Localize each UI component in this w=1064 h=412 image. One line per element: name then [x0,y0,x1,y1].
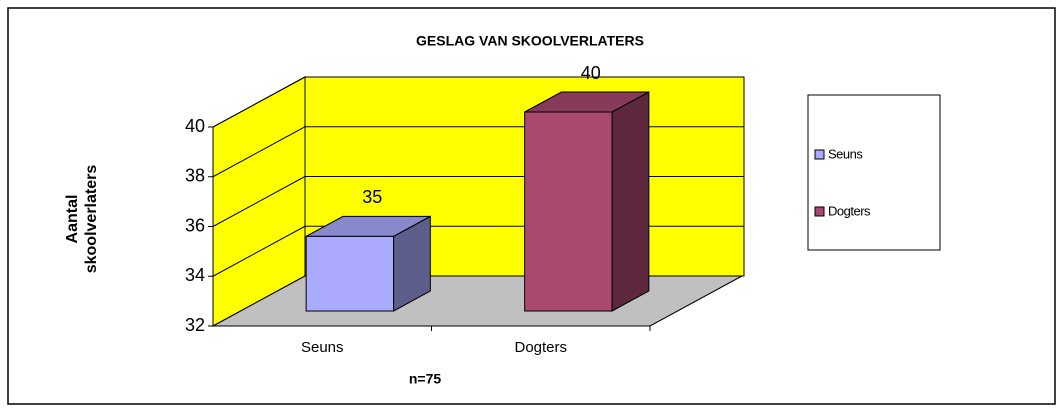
y-tick-label: 32 [185,315,205,335]
legend-label: Seuns [828,146,863,161]
floor [212,275,743,327]
y-tick-label: 36 [185,215,205,235]
legend [807,94,941,251]
bar [305,235,395,312]
y-axis-label: Aantal skoolverlaters [64,164,100,274]
grid-line [212,225,306,277]
x-axis-label: n=75 [409,371,442,387]
data-label: 40 [581,63,601,83]
bar-side [611,91,650,312]
legend-label: Dogters [828,203,871,218]
y-tick-label: 38 [185,166,205,186]
y-tick-label: 34 [185,265,205,285]
x-tick-label: Dogters [514,339,567,356]
legend-swatch [814,149,825,160]
grid-line [212,76,306,128]
y-tick-label: 40 [185,116,205,136]
x-tick-label: Seuns [301,339,344,356]
legend-swatch [814,206,825,217]
grid-line [212,176,306,227]
bar [524,111,613,312]
grid-line [212,126,306,178]
chart-title: GESLAG VAN SKOOLVERLATERS [416,33,644,49]
data-label: 35 [362,187,382,207]
